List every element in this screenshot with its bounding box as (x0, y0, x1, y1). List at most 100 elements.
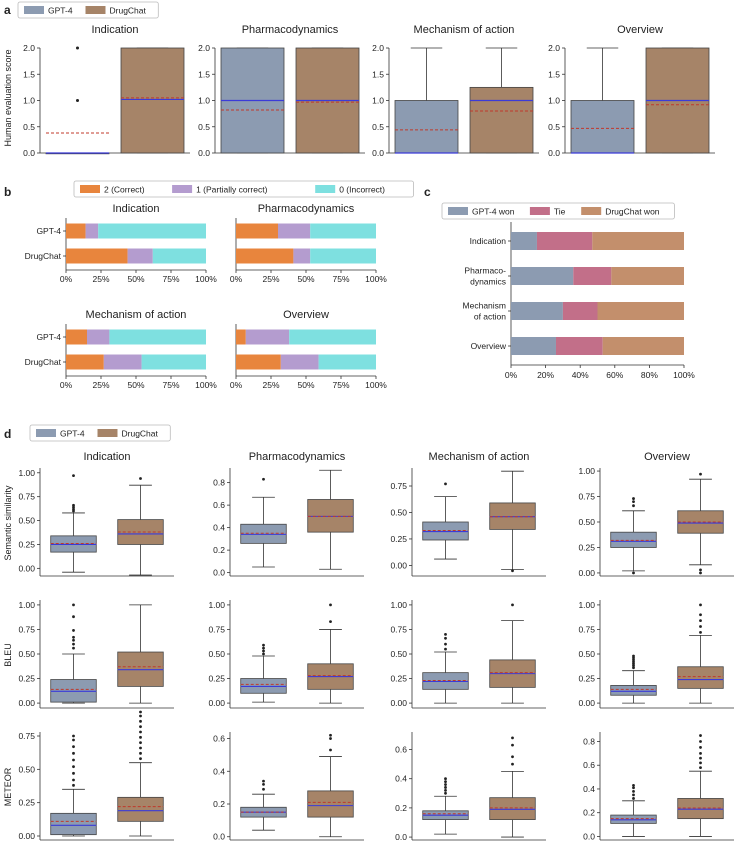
outlier-point (511, 569, 514, 573)
y-tick-label: 1.0 (548, 96, 560, 106)
legend-label: Tie (554, 207, 566, 217)
y-tick-label: 0.75 (578, 492, 595, 502)
x-tick-label: 25% (262, 274, 279, 284)
bar-segment (573, 267, 612, 285)
x-tick-label: 0% (60, 274, 73, 284)
outlier-point (632, 497, 635, 500)
bar-segment (141, 354, 206, 370)
y-tick-label: 0.25 (18, 798, 35, 808)
outlier-point (262, 649, 265, 653)
x-tick-label: 100% (365, 380, 387, 390)
y-tick-label: 1.00 (390, 600, 407, 610)
y-tick-label: 0.6 (213, 734, 225, 744)
outlier-point (72, 646, 75, 650)
panel-title: Mechanism of action (86, 309, 187, 321)
y-tick-label: GPT-4 (36, 226, 61, 236)
outlier-point (139, 710, 142, 714)
x-tick-label: 40% (572, 370, 589, 380)
y-tick-label: 0.4 (583, 784, 595, 794)
outlier-point (699, 625, 702, 628)
bar-segment (536, 232, 593, 250)
bar-segment (98, 223, 206, 239)
panel-title: Mechanism of action (414, 24, 515, 36)
outlier-point (511, 736, 514, 740)
outlier-point (632, 658, 635, 662)
outlier-point (76, 46, 79, 50)
y-tick-label: DrugChat (25, 251, 62, 261)
outlier-point (699, 761, 702, 765)
outlier-point (139, 725, 142, 729)
y-tick-label: 2.0 (198, 43, 210, 53)
outlier-point (632, 797, 635, 800)
y-tick-label: 0.25 (18, 539, 35, 549)
outlier-point (262, 652, 265, 656)
y-tick-label: 0.00 (390, 560, 407, 570)
y-tick-label: 0.50 (18, 516, 35, 526)
outlier-point (72, 474, 75, 478)
column-title: Overview (644, 451, 690, 463)
legend-swatch (529, 207, 550, 215)
y-tick-label: 0.00 (18, 831, 35, 841)
y-tick-label: 0.4 (395, 774, 407, 784)
panel-title: Indication (91, 24, 138, 36)
box (610, 814, 657, 824)
outlier-point (444, 777, 447, 781)
y-tick-label: 1.0 (372, 96, 384, 106)
bar-segment (555, 337, 603, 355)
outlier-point (511, 755, 514, 759)
y-tick-label: 0.25 (578, 542, 595, 552)
y-tick-label: Mechanism (463, 301, 506, 311)
y-tick-label: 0.75 (578, 624, 595, 634)
x-tick-label: 25% (262, 380, 279, 390)
outlier-point (511, 603, 514, 607)
outlier-point (632, 500, 635, 504)
outlier-point (262, 646, 265, 650)
y-tick-label: 0.25 (390, 534, 407, 544)
y-tick-label: 0.75 (18, 492, 35, 502)
y-tick-label: 0.0 (23, 148, 35, 158)
outlier-point (699, 619, 702, 623)
x-tick-label: 75% (162, 274, 179, 284)
box (570, 100, 635, 154)
legend-c (441, 202, 675, 220)
y-axis-label: Human evaluation score (3, 49, 13, 146)
y-tick-label: GPT-4 (36, 332, 61, 342)
panel-title: Pharmacodynamics (258, 203, 355, 215)
box (50, 812, 97, 836)
x-tick-label: 20% (537, 370, 554, 380)
panel-title: Overview (617, 24, 663, 36)
panel-title: Pharmacodynamics (242, 24, 339, 36)
bar-segment (310, 223, 376, 239)
outlier-point (72, 629, 75, 632)
y-tick-label: 1.00 (578, 600, 595, 610)
bar-segment (511, 302, 563, 320)
y-tick-label: DrugChat (25, 357, 62, 367)
outlier-point (262, 779, 265, 783)
outlier-point (72, 745, 75, 749)
x-tick-label: 75% (162, 380, 179, 390)
outlier-point (632, 571, 635, 575)
y-tick-label: 0.50 (390, 507, 407, 517)
y-tick-label: 0.50 (18, 764, 35, 774)
y-tick-label: 0.6 (395, 745, 407, 755)
outlier-point (444, 482, 447, 486)
outlier-point (262, 782, 265, 786)
y-tick-label: 1.5 (23, 69, 35, 79)
outlier-point (444, 636, 447, 640)
x-tick-label: 50% (127, 274, 144, 284)
y-tick-label: 1.0 (198, 96, 210, 106)
y-tick-label: 0.5 (372, 122, 384, 132)
y-tick-label: 0.0 (213, 568, 225, 578)
y-axis-label: METEOR (3, 767, 13, 806)
outlier-point (444, 632, 447, 636)
y-tick-label: 0.5 (198, 122, 210, 132)
bar-segment (127, 248, 153, 264)
y-tick-label: 0.25 (18, 674, 35, 684)
y-tick-label: 0.50 (578, 649, 595, 659)
outlier-point (139, 730, 142, 734)
outlier-point (632, 662, 635, 666)
outlier-point (72, 503, 75, 507)
outlier-point (329, 733, 332, 737)
outlier-point (632, 654, 635, 658)
y-tick-label: 0.8 (213, 478, 225, 488)
